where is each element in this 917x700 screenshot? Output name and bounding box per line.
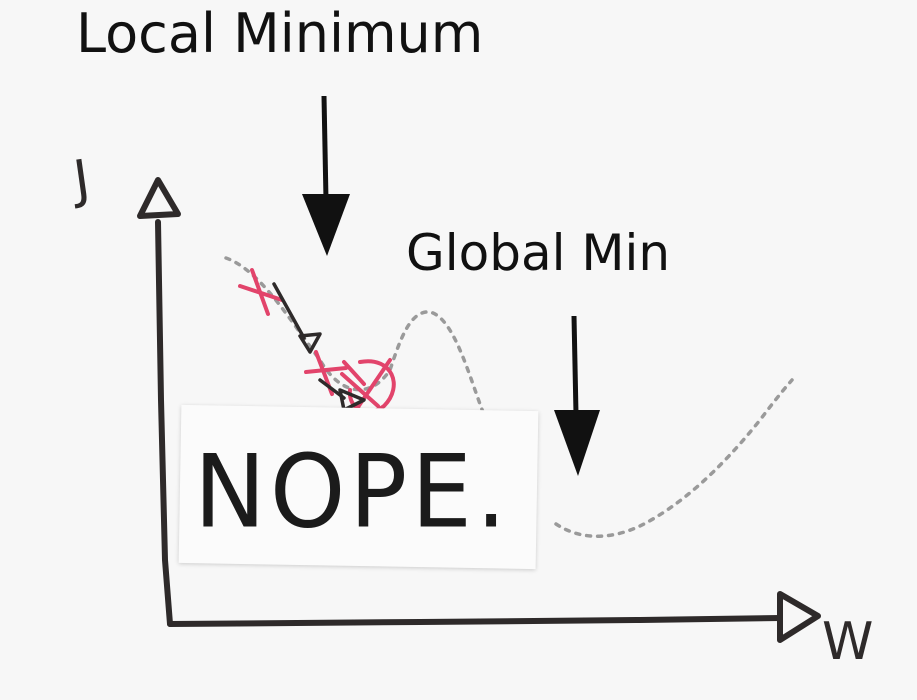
global-min-label: Global Min xyxy=(406,224,671,282)
step-arrow-2 xyxy=(318,378,366,412)
y-axis-arrowhead xyxy=(137,177,181,219)
x-axis-arrowhead xyxy=(777,591,821,643)
step-arrow-1 xyxy=(272,282,322,354)
local-minimum-label: Local Minimum xyxy=(76,2,484,65)
sticky-note-text: NOPE. xyxy=(194,433,511,551)
step-mark-1 xyxy=(238,268,284,316)
x-axis xyxy=(167,615,783,627)
global-min-arrowhead xyxy=(554,410,600,476)
local-minimum-arrowhead xyxy=(302,194,350,256)
cost-curve-right xyxy=(554,378,794,538)
global-min-arrow-shaft xyxy=(571,315,579,415)
local-minimum-arrow-shaft xyxy=(321,95,329,201)
x-axis-label: W xyxy=(822,612,874,672)
y-axis xyxy=(155,219,173,627)
